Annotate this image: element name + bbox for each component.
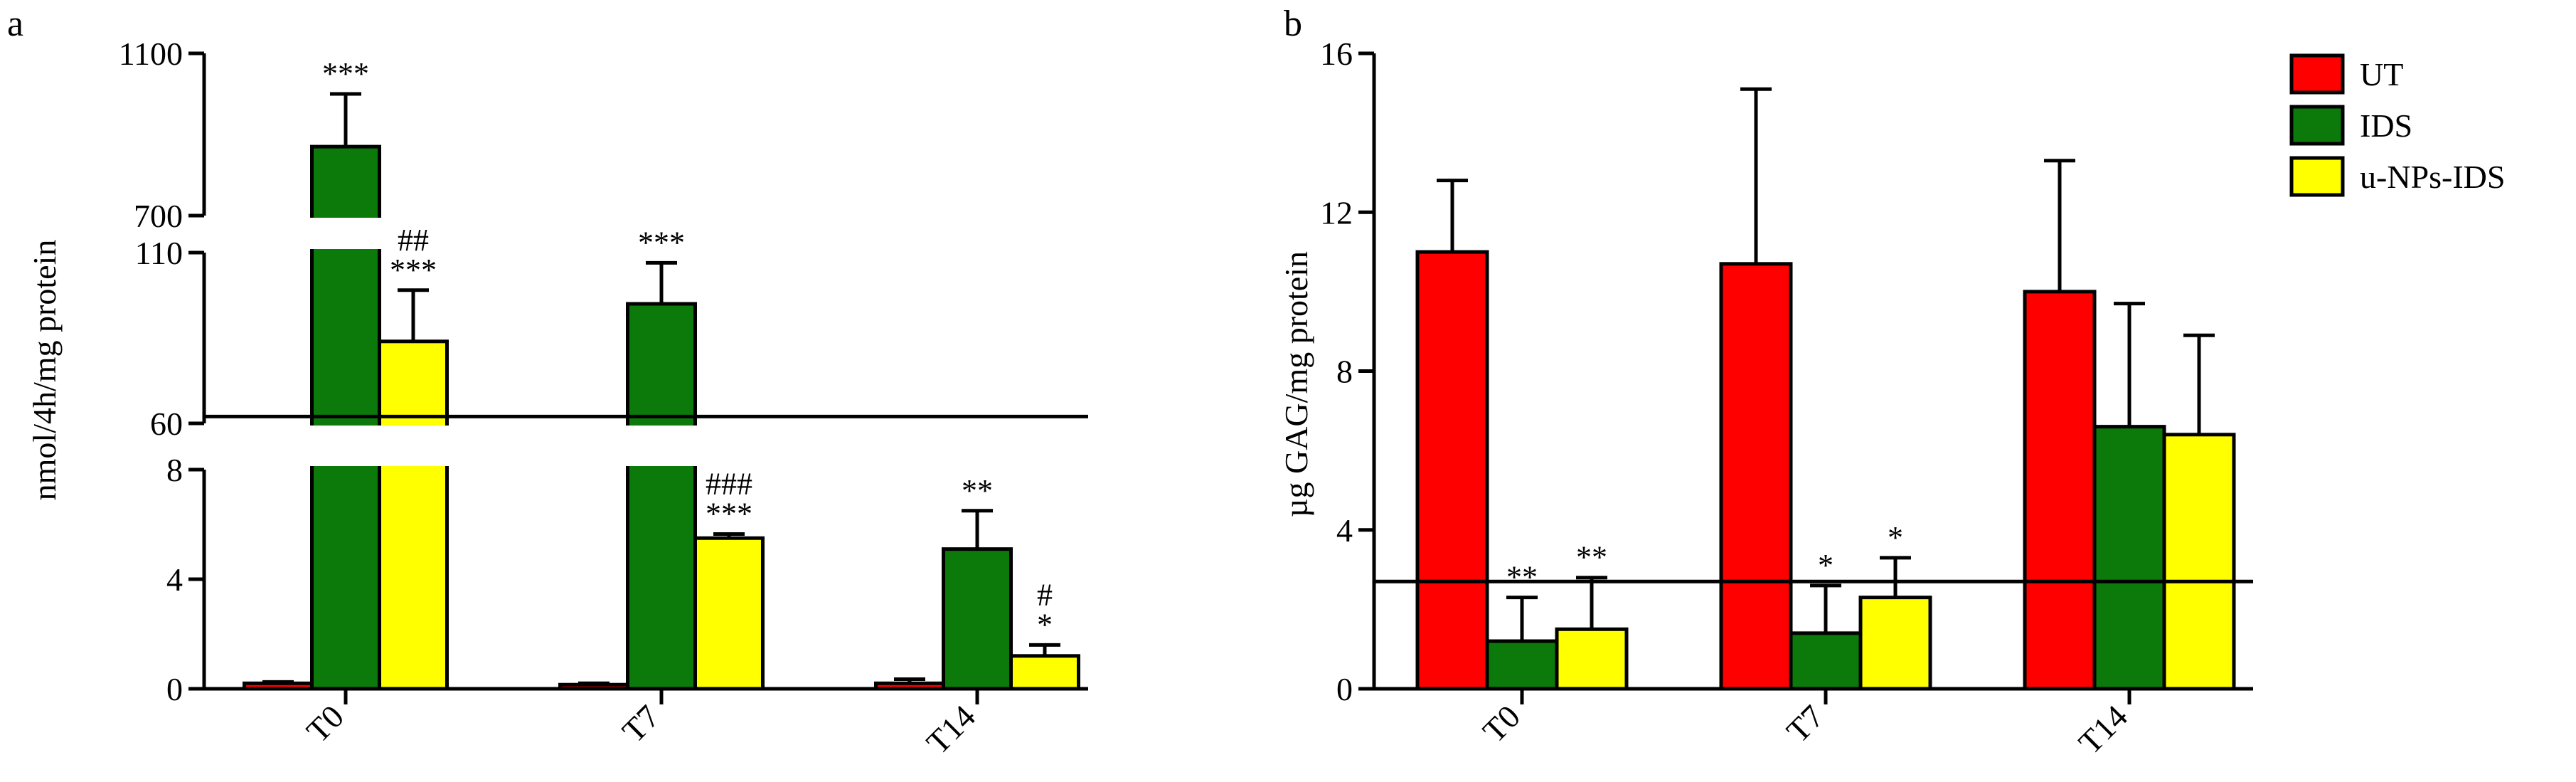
panel-b-ylabel: µg GAG/mg protein — [1278, 251, 1314, 517]
x-tick-label: T0 — [299, 698, 351, 749]
bar-IDS-T14 — [2092, 425, 2166, 691]
bar-UT-T0 — [243, 681, 314, 691]
axis-break-gap — [208, 218, 1092, 249]
x-tick-label: T0 — [1476, 698, 1527, 749]
significance-annotation: # — [1037, 577, 1053, 612]
legend-label-u-NPs-IDS: u-NPs-IDS — [2360, 159, 2505, 195]
panel-b-label: b — [1284, 4, 1302, 44]
significance-annotation: ** — [1576, 540, 1607, 575]
bar-u-NPs-IDS-T7 — [1858, 596, 1932, 691]
bar-UT-T7 — [558, 682, 629, 691]
y-tick-label: 700 — [134, 198, 183, 234]
y-tick-label: 12 — [1320, 194, 1353, 231]
bar-u-NPs-IDS-T14 — [2162, 433, 2236, 691]
legend-swatch-u-NPs-IDS — [2289, 156, 2345, 197]
bar-IDS-T14 — [942, 547, 1013, 691]
y-tick-label: 110 — [135, 235, 183, 271]
legend-label-UT: UT — [2360, 56, 2403, 93]
bar-UT-T7 — [1719, 262, 1793, 691]
y-tick-label: 8 — [166, 452, 183, 488]
y-tick-label: 60 — [150, 406, 183, 442]
y-tick-label: 4 — [1336, 512, 1353, 549]
bar-UT-T14 — [874, 681, 945, 691]
bar-u-NPs-IDS-T0 — [1555, 627, 1629, 691]
bar-u-NPs-IDS-T7 — [693, 536, 765, 691]
bar-IDS-T0 — [1485, 639, 1559, 691]
bar-UT-T0 — [1415, 250, 1489, 691]
panel-a-label: a — [7, 4, 23, 44]
significance-annotation: ### — [706, 466, 752, 501]
axis-break-gap — [208, 426, 1092, 466]
legend-swatch-UT — [2289, 53, 2345, 95]
significance-annotation: * — [1888, 520, 1903, 555]
y-tick-label: 4 — [166, 561, 183, 598]
y-tick-label: 8 — [1336, 354, 1353, 390]
significance-annotation: * — [1818, 548, 1833, 583]
bar-u-NPs-IDS-T0 — [378, 339, 449, 691]
significance-annotation: *** — [390, 253, 437, 287]
x-tick-label: T7 — [615, 698, 666, 749]
significance-annotation: ** — [1506, 560, 1538, 595]
y-tick-label: 0 — [166, 671, 183, 707]
significance-annotation: *** — [638, 225, 685, 260]
y-tick-label: 16 — [1320, 36, 1353, 72]
legend-label-IDS: IDS — [2360, 107, 2412, 144]
significance-annotation: ** — [962, 473, 993, 508]
x-tick-label: T7 — [1779, 698, 1831, 749]
bar-IDS-T7 — [626, 302, 697, 691]
bar-IDS-T7 — [1789, 631, 1863, 691]
bar-UT-T14 — [2023, 290, 2097, 691]
x-tick-label: T14 — [2072, 698, 2134, 761]
significance-annotation: *** — [322, 56, 369, 91]
panel-a-ylabel: nmol/4h/mg protein — [26, 240, 63, 501]
significance-annotation: * — [1037, 607, 1053, 642]
y-tick-label: 0 — [1336, 671, 1353, 707]
legend-swatch-IDS — [2289, 105, 2345, 146]
bar-u-NPs-IDS-T14 — [1009, 654, 1080, 691]
y-tick-label: 1100 — [119, 36, 183, 72]
significance-annotation: *** — [706, 496, 752, 531]
x-tick-label: T14 — [920, 698, 982, 761]
legend: UT IDS u-NPs-IDS — [2289, 53, 2505, 197]
significance-annotation: ## — [398, 223, 429, 258]
